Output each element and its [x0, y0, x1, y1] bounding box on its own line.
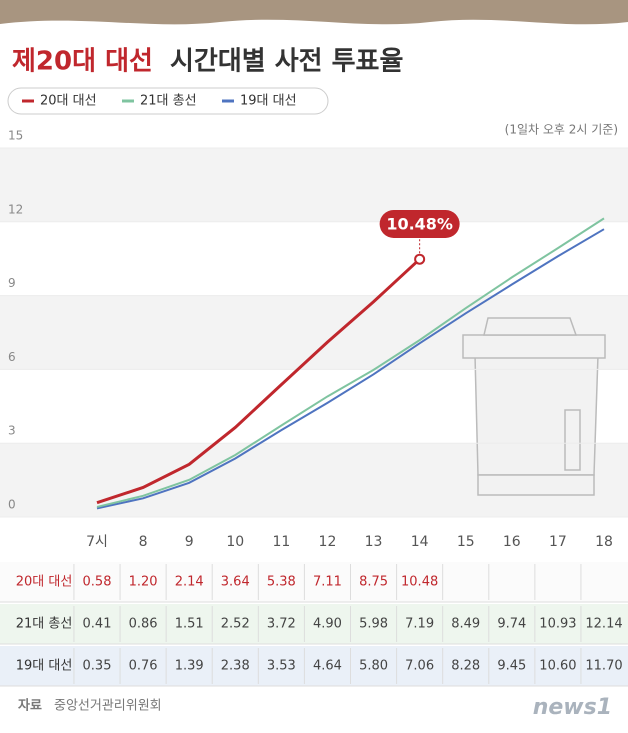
y-tick-label: 6	[8, 350, 16, 364]
legend-box	[7, 87, 329, 115]
table-cell: 11.70	[585, 659, 622, 674]
table-cell: 10.93	[539, 617, 576, 632]
table-cell: 8.28	[451, 659, 480, 674]
x-tick-label: 15	[457, 534, 475, 550]
table-cell: 2.38	[221, 659, 250, 674]
table-cell: 12.14	[585, 617, 622, 632]
source-label: 자료	[18, 699, 42, 714]
table-cell: 5.38	[267, 575, 296, 590]
table-cell: 7.11	[313, 575, 342, 590]
chart-title-highlight: 제20대 대선	[12, 47, 153, 77]
band	[0, 148, 628, 222]
table-cell: 5.98	[359, 617, 388, 632]
table-cell: 1.39	[175, 659, 204, 674]
row-label: 21대 총선	[16, 617, 73, 632]
end-point	[414, 253, 426, 265]
x-tick-label: 8	[139, 534, 148, 550]
y-tick-label: 0	[8, 498, 16, 512]
legend-label: 21대 총선	[140, 94, 197, 109]
table-cell: 2.14	[175, 575, 204, 590]
x-tick-label: 12	[319, 534, 337, 550]
x-tick-label: 9	[185, 534, 194, 550]
table-cell: 0.86	[129, 617, 158, 632]
x-tick-label: 7시	[86, 534, 108, 550]
legend-label: 19대 대선	[240, 94, 297, 109]
annotation: 10.48%	[386, 215, 453, 234]
table-cell: 0.58	[83, 575, 112, 590]
y-tick-label: 3	[8, 424, 16, 438]
table-cell: 3.64	[221, 575, 250, 590]
x-tick-label: 13	[365, 534, 383, 550]
x-tick-label: 11	[272, 534, 290, 550]
y-tick-label: 9	[8, 276, 16, 290]
subtitle: (1일차 오후 2시 기준)	[505, 123, 618, 137]
row-label: 20대 대선	[16, 575, 73, 590]
table-cell: 8.49	[451, 617, 480, 632]
table-cell: 10.60	[539, 659, 576, 674]
y-tick-label: 12	[8, 202, 23, 216]
table-cell: 9.45	[497, 659, 526, 674]
table-cell: 0.41	[83, 617, 112, 632]
series-line	[96, 217, 605, 508]
table-row	[0, 604, 628, 644]
table-cell: 3.72	[267, 617, 296, 632]
table-cell: 10.48	[401, 575, 438, 590]
table-cell: 1.20	[129, 575, 158, 590]
source: 중앙선거관리위원회	[54, 699, 162, 714]
table-cell: 2.52	[221, 617, 250, 632]
table-cell: 8.75	[359, 575, 388, 590]
row-label: 19대 대선	[16, 659, 73, 674]
x-tick-label: 16	[503, 534, 521, 550]
table-row	[0, 562, 628, 602]
table-cell: 4.90	[313, 617, 342, 632]
chart-title: 시간대별 사전 투표율	[170, 47, 403, 77]
x-tick-label: 18	[595, 534, 613, 550]
table-cell: 3.53	[267, 659, 296, 674]
legend-label: 20대 대선	[40, 94, 97, 109]
header-band	[0, 0, 628, 25]
table-cell: 4.64	[313, 659, 342, 674]
table-cell: 5.80	[359, 659, 388, 674]
series-line	[96, 258, 421, 505]
table-cell: 1.51	[175, 617, 204, 632]
x-tick-label: 14	[411, 534, 429, 550]
table-cell: 0.76	[129, 659, 158, 674]
ballot-box	[462, 317, 606, 496]
table-cell: 0.35	[83, 659, 112, 674]
annotation-box	[379, 210, 460, 238]
table-row	[0, 646, 628, 686]
table-cell: 7.06	[405, 659, 434, 674]
brand-logo: news1	[533, 695, 612, 720]
x-tick-label: 17	[549, 534, 567, 550]
table-cell: 9.74	[497, 617, 526, 632]
x-tick-label: 10	[226, 534, 244, 550]
table-cell: 7.19	[405, 617, 434, 632]
y-tick-label: 15	[8, 129, 23, 143]
series-line	[96, 228, 605, 510]
